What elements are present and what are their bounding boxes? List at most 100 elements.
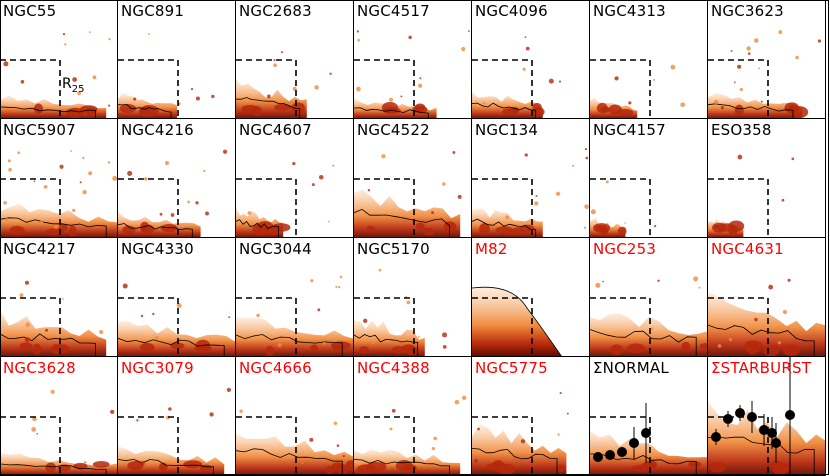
emission-clump: [358, 346, 370, 354]
emission-clump: [415, 222, 425, 230]
emission-map: [590, 178, 657, 237]
emission-speck: [122, 283, 128, 289]
r25-box: [236, 178, 297, 237]
emission-speck: [555, 191, 561, 196]
emission-speck: [605, 180, 609, 184]
emission-speck: [70, 150, 73, 153]
emission-clump: [127, 460, 144, 471]
galaxy-name-label: NGC4096: [475, 2, 548, 20]
emission-speck: [505, 215, 510, 220]
emission-speck: [64, 43, 67, 46]
galaxy-panel: NGC3623: [708, 0, 826, 119]
emission-speck: [273, 63, 277, 68]
emission-clump: [509, 106, 520, 114]
emission-speck: [356, 86, 361, 92]
emission-speck: [31, 427, 37, 432]
emission-speck: [205, 211, 209, 216]
emission-speck: [247, 211, 252, 215]
emission-speck: [534, 201, 539, 206]
data-point: [617, 447, 627, 457]
contour-line: [118, 337, 225, 356]
data-point: [723, 414, 733, 424]
emission-speck: [17, 151, 21, 155]
galaxy-name-label: NGC4666: [239, 359, 312, 377]
emission-map: [354, 395, 467, 475]
emission-speck: [107, 161, 111, 164]
emission-region: [0, 452, 117, 475]
galaxy-name-label: NGC4631: [711, 240, 784, 258]
r25-box: [472, 297, 533, 356]
emission-clump: [170, 342, 185, 349]
emission-speck: [45, 328, 49, 332]
emission-map: [472, 36, 562, 118]
emission-speck: [147, 33, 150, 35]
emission-speck: [59, 164, 64, 169]
emission-speck: [717, 344, 722, 348]
emission-speck: [585, 156, 589, 160]
emission-speck: [342, 454, 345, 458]
emission-speck: [333, 421, 338, 425]
galaxy-panel: NGC134: [472, 119, 590, 238]
emission-speck: [778, 30, 783, 34]
r25-box: [118, 297, 179, 356]
emission-clump: [139, 221, 150, 233]
galaxy-panel: NGC4313: [590, 0, 708, 119]
emission-clump: [423, 227, 436, 236]
galaxy-panel: NGC4388: [354, 357, 472, 476]
emission-speck: [33, 180, 36, 183]
r25-box: [236, 297, 297, 356]
emission-speck: [314, 85, 319, 90]
data-point: [593, 452, 603, 462]
emission-speck: [381, 154, 386, 159]
emission-clump: [119, 104, 137, 114]
r25-box: [0, 297, 61, 356]
emission-speck: [730, 50, 733, 52]
emission-speck: [190, 88, 194, 91]
r25-box: [472, 59, 533, 118]
emission-speck: [25, 322, 30, 327]
emission-speck: [5, 217, 9, 222]
galaxy-name-label: ΣSTARBURST: [711, 359, 812, 377]
emission-speck: [338, 286, 341, 289]
emission-clump: [746, 343, 759, 355]
emission-speck: [58, 343, 61, 347]
galaxy-panel: NGC4631: [708, 238, 826, 357]
r25-box: [472, 416, 533, 475]
contour-line: [236, 448, 343, 475]
emission-speck: [292, 86, 297, 92]
galaxy-name-label: NGC55: [3, 2, 57, 20]
emission-clump: [608, 104, 622, 115]
emission-speck: [746, 46, 751, 51]
r25-box: [354, 416, 415, 475]
emission-clump: [479, 223, 490, 235]
emission-region: [708, 291, 825, 356]
emission-speck: [584, 148, 588, 151]
emission-map: [236, 51, 332, 118]
emission-speck: [139, 460, 145, 466]
galaxy-name-label: NGC5907: [3, 121, 76, 139]
emission-speck: [50, 389, 55, 394]
galaxy-panel: NGC5775: [472, 357, 590, 476]
emission-speck: [737, 154, 743, 160]
galaxy-name-label: NGC3079: [121, 359, 194, 377]
emission-speck: [462, 395, 467, 401]
galaxy-panel: NGC5170: [354, 238, 472, 357]
contour-line: [0, 217, 107, 237]
r25-box: [590, 416, 651, 475]
galaxy-name-label: NGC4157: [593, 121, 666, 139]
emission-speck: [698, 286, 701, 289]
emission-speck: [88, 171, 93, 176]
contour-line: [708, 324, 815, 356]
emission-speck: [36, 432, 39, 435]
emission-speck: [693, 276, 699, 282]
emission-speck: [43, 185, 48, 189]
contour-line: [0, 463, 107, 475]
data-point: [759, 425, 769, 435]
emission-speck: [559, 391, 562, 395]
emission-clump: [763, 345, 780, 356]
emission-region: [236, 433, 353, 475]
emission-speck: [72, 77, 77, 82]
emission-speck: [777, 341, 782, 345]
galaxy-panel: NGC3628: [0, 357, 118, 476]
